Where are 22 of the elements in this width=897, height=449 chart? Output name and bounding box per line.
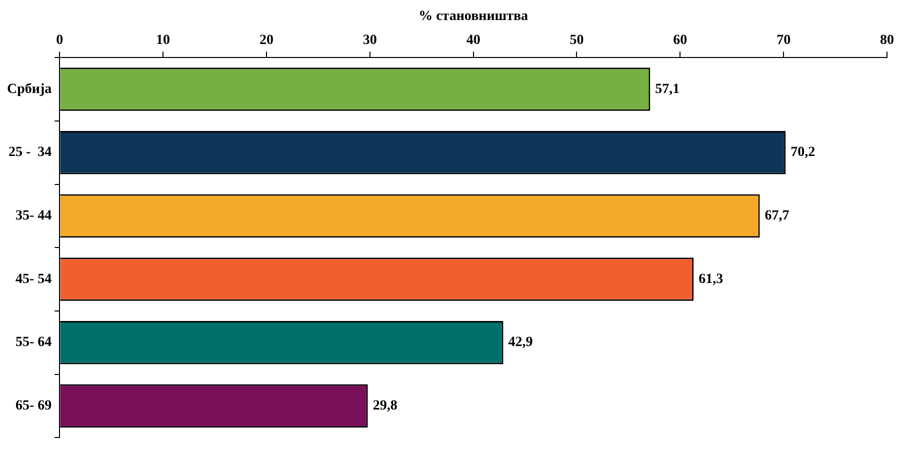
data-label: 29,8 [372,398,398,414]
x-tick-label: 80 [880,32,894,48]
x-tick-label: 10 [156,32,170,48]
y-tick-label: 35- 44 [15,208,52,224]
data-label: 70,2 [790,145,816,160]
x-tick-label: 40 [466,32,480,48]
data-label: 57,1 [655,82,680,97]
y-tick-label: 45- 54 [15,272,52,287]
y-tick-label: 25 - 34 [8,145,52,160]
y-tick-label: 65- 69 [15,398,52,414]
x-axis-title: % становништва [418,9,528,24]
data-label: 42,9 [508,335,533,350]
y-tick-label: Србија [7,82,52,97]
x-tick-label: 20 [259,32,274,48]
x-tick-label: 30 [362,32,377,48]
y-tick-label: 55- 64 [15,335,52,350]
x-tick-label: 70 [776,32,791,48]
x-tick-label: 60 [673,32,688,48]
x-tick-label: 50 [570,32,584,48]
data-label: 61,3 [698,272,724,287]
x-tick-label: 0 [56,32,64,48]
data-label: 67,7 [764,208,790,224]
